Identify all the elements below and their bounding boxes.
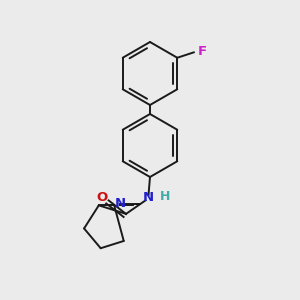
- Text: O: O: [96, 191, 108, 204]
- Text: N: N: [143, 191, 154, 204]
- Text: N: N: [115, 197, 126, 210]
- Text: H: H: [160, 190, 170, 203]
- Text: methyl: methyl: [136, 204, 141, 206]
- Text: F: F: [197, 45, 206, 58]
